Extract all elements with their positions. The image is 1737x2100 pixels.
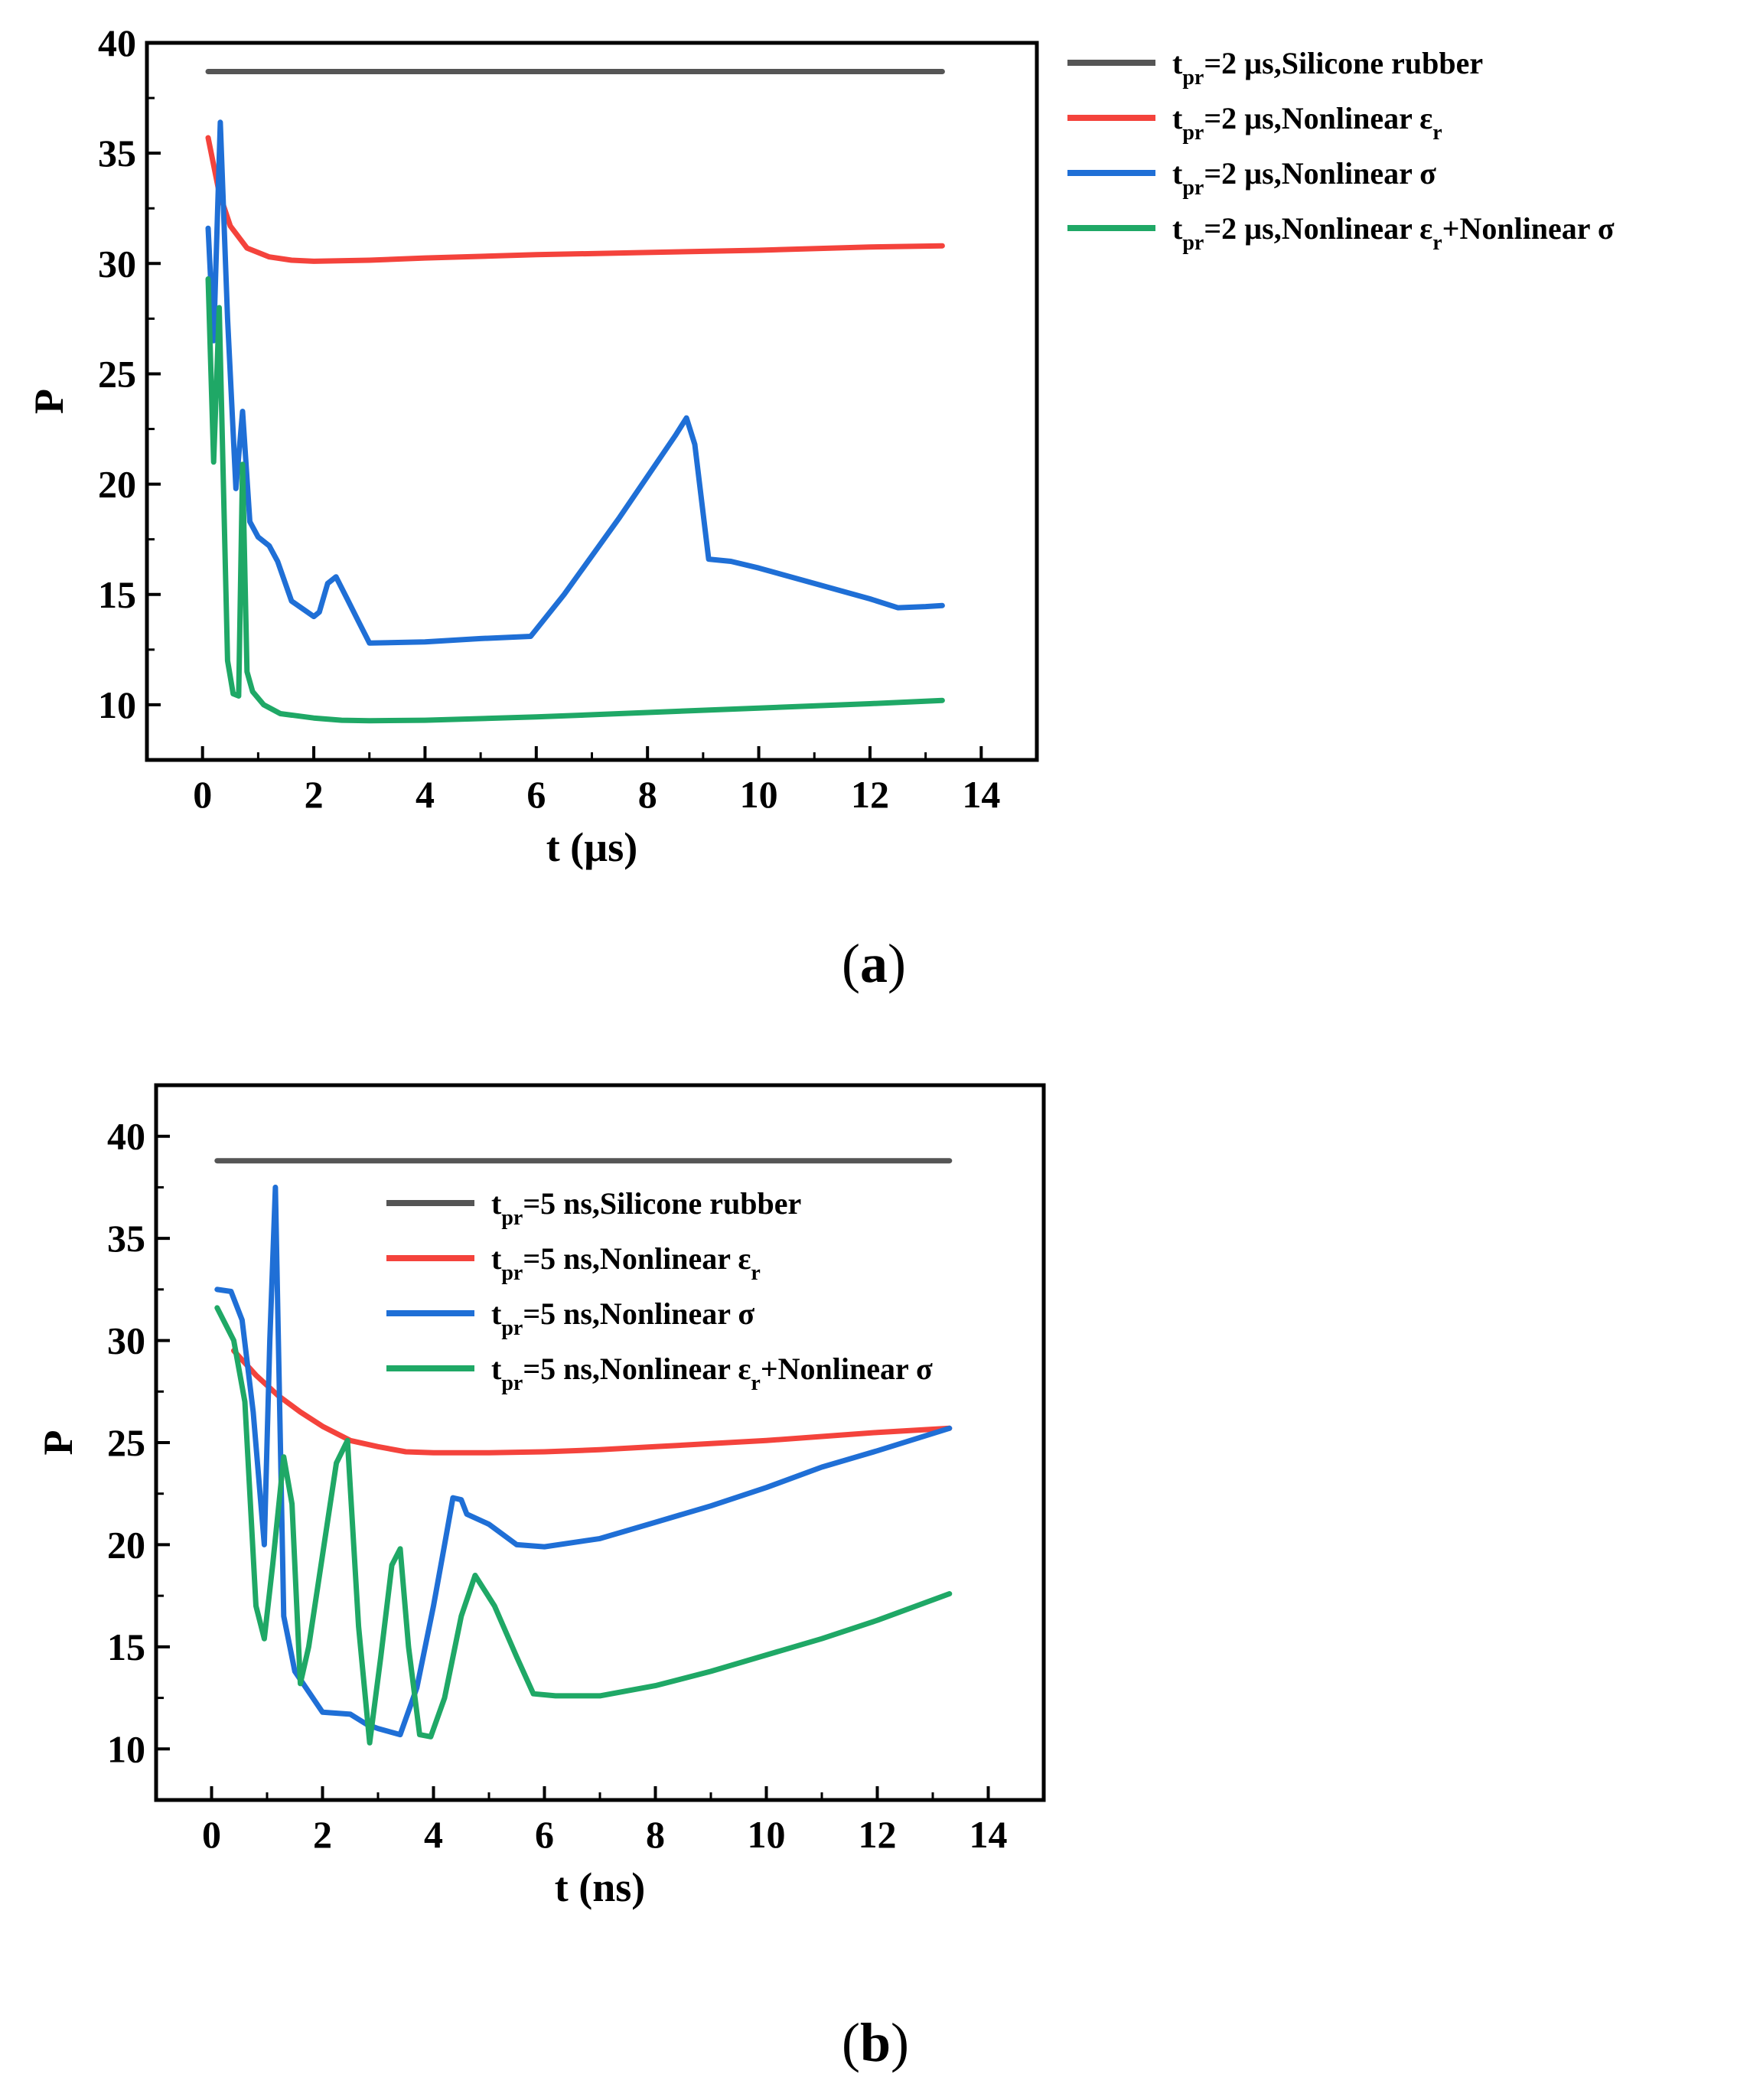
legend-label: tpr=5 ns,Nonlinear εr (491, 1241, 761, 1285)
x-tick-label: 2 (313, 1813, 332, 1856)
x-tick-label: 2 (305, 773, 324, 816)
y-tick-label: 40 (98, 21, 136, 64)
legend-label: tpr=2 µs,Nonlinear εr+Nonlinear σ (1172, 211, 1615, 255)
y-axis-label: P (35, 1430, 81, 1456)
series-line-blue (205, 119, 945, 646)
x-tick-label: 0 (202, 1813, 221, 1856)
x-tick-label: 10 (740, 773, 778, 816)
legend-label: tpr=5 ns,Nonlinear σ (491, 1296, 754, 1340)
panel-label-a: (a) (842, 933, 906, 994)
legend-label: tpr=2 µs,Nonlinear εr (1172, 101, 1442, 145)
y-tick-label: 30 (107, 1319, 145, 1362)
y-tick-label: 15 (98, 573, 136, 616)
series-line-red (205, 135, 945, 264)
y-tick-label: 20 (107, 1523, 145, 1566)
x-tick-label: 0 (193, 773, 212, 816)
y-tick-label: 25 (98, 352, 136, 395)
x-axis-label: t (µs) (546, 824, 638, 870)
legend-label: tpr=5 ns,Silicone rubber (491, 1186, 801, 1230)
legend-label: tpr=2 µs,Silicone rubber (1172, 46, 1483, 90)
x-tick-label: 6 (526, 773, 546, 816)
y-tick-label: 10 (98, 683, 136, 726)
y-tick-label: 30 (98, 242, 136, 285)
y-tick-label: 35 (107, 1217, 145, 1260)
legend: tpr=2 µs,Silicone rubber tpr=2 µs,Nonline… (1067, 46, 1615, 255)
x-tick-label: 4 (424, 1813, 443, 1856)
legend: tpr=5 ns,Silicone rubber tpr=5 ns,Nonline… (386, 1186, 933, 1395)
plot-frame (145, 41, 1039, 762)
x-tick-label: 12 (851, 773, 889, 816)
x-axis-label: t (ns) (555, 1864, 646, 1910)
series-line-red (231, 1348, 953, 1456)
series-line-green (205, 276, 945, 724)
y-tick-label: 20 (98, 463, 136, 506)
x-tick-label: 14 (962, 773, 1000, 816)
series-line-green (214, 1305, 953, 1746)
x-tick-label: 12 (859, 1813, 897, 1856)
legend-label: tpr=2 µs,Nonlinear σ (1172, 156, 1436, 200)
panel-label-b: (b) (842, 2012, 910, 2073)
x-tick-label: 6 (535, 1813, 554, 1856)
legend-label: tpr=5 ns,Nonlinear εr+Nonlinear σ (491, 1352, 933, 1395)
x-tick-label: 10 (748, 1813, 786, 1856)
x-tick-label: 8 (646, 1813, 665, 1856)
y-tick-label: 25 (107, 1421, 145, 1464)
x-tick-label: 14 (970, 1813, 1008, 1856)
y-tick-label: 40 (107, 1115, 145, 1158)
y-axis-label: P (26, 389, 72, 414)
x-tick-label: 4 (416, 773, 435, 816)
y-tick-label: 15 (107, 1626, 145, 1668)
series-line-blue (214, 1184, 953, 1738)
x-tick-label: 8 (638, 773, 657, 816)
y-tick-label: 35 (98, 132, 136, 174)
y-tick-label: 10 (107, 1727, 145, 1770)
